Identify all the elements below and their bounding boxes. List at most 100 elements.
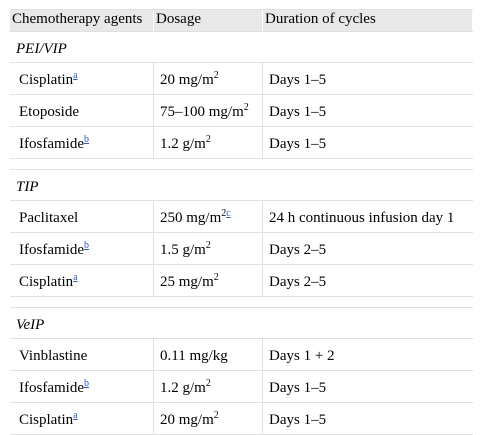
- group-name: PEI/VIP: [16, 41, 67, 57]
- agent-name: Cisplatin: [19, 412, 74, 428]
- group-header-row: PEI/VIP: [10, 32, 473, 63]
- dosage-value: 1.5 g/m: [160, 242, 206, 258]
- agent-cell: Ifosfamideb: [10, 233, 154, 264]
- dosage-cell: 1.5 g/m2: [154, 233, 263, 264]
- group-empty-cell: [154, 170, 263, 200]
- dosage-cell: 250 mg/m2c: [154, 201, 263, 232]
- dosage-cell: 20 mg/m2: [154, 63, 263, 94]
- dosage-cell: 1.2 g/m2: [154, 127, 263, 158]
- duration-cell: Days 1–5: [269, 72, 327, 88]
- dosage-value: 20 mg/m: [160, 412, 214, 428]
- dosage-value: 0.11 mg/kg: [160, 348, 228, 364]
- agent-footnote-link[interactable]: b: [83, 240, 89, 251]
- dosage-exponent: 2: [213, 70, 219, 81]
- group-empty-cell: [263, 308, 473, 338]
- agent-footnote-sup: b: [84, 240, 89, 251]
- spacer-cell: [10, 159, 154, 169]
- dosage-cell: 1.2 g/m2: [154, 371, 263, 402]
- agent-cell: Ifosfamideb: [10, 127, 154, 158]
- spacer-cell: [263, 159, 473, 169]
- dosage-value: 1.2 g/m: [160, 380, 206, 396]
- agent-name: Ifosfamide: [19, 136, 84, 152]
- duration-cell: Days 1–5: [269, 412, 327, 428]
- agent-footnote-sup: b: [84, 378, 89, 389]
- dosage-exponent: 2: [205, 134, 211, 145]
- group-empty-cell: [154, 32, 263, 62]
- table-row: Ifosfamideb 1.2 g/m2 Days 1–5: [10, 127, 473, 159]
- table-row: Cisplatina 25 mg/m2 Days 2–5: [10, 265, 473, 297]
- table-row: Cisplatina 20 mg/m2 Days 1–5: [10, 63, 473, 95]
- table-row: Ifosfamideb 1.2 g/m2 Days 1–5: [10, 371, 473, 403]
- agent-name: Ifosfamide: [19, 242, 84, 258]
- agent-footnote-link[interactable]: b: [83, 378, 89, 389]
- agent-footnote-link[interactable]: a: [73, 272, 78, 283]
- group-empty-cell: [154, 308, 263, 338]
- spacer-cell: [154, 297, 263, 307]
- dosage-exponent: 2: [243, 102, 249, 113]
- agent-footnote-sup: a: [73, 70, 77, 81]
- dosage-footnote-sup: c: [226, 208, 230, 219]
- group-header-row: TIP: [10, 170, 473, 201]
- spacer-cell: [154, 159, 263, 169]
- dosage-exponent: 2: [213, 272, 219, 283]
- dosage-exponent: 2: [205, 378, 211, 389]
- dosage-cell: 0.11 mg/kg: [154, 339, 263, 370]
- table-body: PEI/VIP Cisplatina 20 mg/m2 Days 1–5 Etoposi…: [10, 32, 473, 435]
- agent-cell: Cisplatina: [10, 403, 154, 434]
- agent-name: Paclitaxel: [19, 210, 79, 226]
- agent-cell: Paclitaxel: [10, 201, 154, 232]
- duration-cell: Days 2–5: [269, 274, 327, 290]
- table-row: Ifosfamideb 1.5 g/m2 Days 2–5: [10, 233, 473, 265]
- spacer-cell: [263, 297, 473, 307]
- dosage-exponent: 2: [205, 240, 211, 251]
- agent-name: Ifosfamide: [19, 380, 84, 396]
- dosage-cell: 25 mg/m2: [154, 265, 263, 296]
- dosage-value: 1.2 g/m: [160, 136, 206, 152]
- duration-cell: Days 1–5: [269, 136, 327, 152]
- table-header-row: Chemotherapy agents Dosage Duration of c…: [10, 9, 473, 32]
- dosage-cell: 20 mg/m2: [154, 403, 263, 434]
- agent-footnote-link[interactable]: a: [73, 70, 78, 81]
- duration-cell: Days 1–5: [269, 380, 327, 396]
- group-spacer-row: [10, 297, 473, 308]
- duration-cell: Days 1 + 2: [269, 348, 335, 364]
- spacer-cell: [10, 297, 154, 307]
- dosage-exponent: 2: [221, 208, 227, 219]
- header-agents: Chemotherapy agents: [10, 10, 154, 31]
- table-row: Etoposide 75–100 mg/m2 Days 1–5: [10, 95, 473, 127]
- chemotherapy-table: Chemotherapy agents Dosage Duration of c…: [10, 9, 473, 435]
- dosage-value: 20 mg/m: [160, 72, 214, 88]
- group-empty-cell: [263, 170, 473, 200]
- group-spacer-row: [10, 159, 473, 170]
- agent-footnote-sup: a: [73, 410, 77, 421]
- agent-cell: Cisplatina: [10, 265, 154, 296]
- dosage-value: 250 mg/m: [160, 210, 222, 226]
- agent-footnote-link[interactable]: a: [73, 410, 78, 421]
- agent-name: Cisplatin: [19, 274, 74, 290]
- duration-cell: Days 1–5: [269, 104, 327, 120]
- duration-cell: 24 h continuous infusion day 1: [269, 210, 455, 226]
- agent-footnote-sup: b: [84, 134, 89, 145]
- table-row: Cisplatina 20 mg/m2 Days 1–5: [10, 403, 473, 435]
- header-duration: Duration of cycles: [263, 10, 473, 31]
- dosage-footnote-link[interactable]: c: [226, 208, 231, 219]
- group-name: TIP: [16, 179, 39, 195]
- agent-footnote-link[interactable]: b: [83, 134, 89, 145]
- table-row: Vinblastine 0.11 mg/kg Days 1 + 2: [10, 339, 473, 371]
- header-dosage: Dosage: [154, 10, 263, 31]
- dosage-exponent: 2: [213, 410, 219, 421]
- agent-cell: Ifosfamideb: [10, 371, 154, 402]
- agent-cell: Vinblastine: [10, 339, 154, 370]
- dosage-cell: 75–100 mg/m2: [154, 95, 263, 126]
- group-empty-cell: [263, 32, 473, 62]
- agent-cell: Cisplatina: [10, 63, 154, 94]
- dosage-value: 75–100 mg/m: [160, 104, 244, 120]
- table-row: Paclitaxel 250 mg/m2c 24 h continuous infu…: [10, 201, 473, 233]
- agent-name: Vinblastine: [19, 348, 88, 364]
- agent-cell: Etoposide: [10, 95, 154, 126]
- group-header-row: VeIP: [10, 308, 473, 339]
- agent-name: Cisplatin: [19, 72, 74, 88]
- group-name: VeIP: [16, 317, 45, 333]
- agent-footnote-sup: a: [73, 272, 77, 283]
- duration-cell: Days 2–5: [269, 242, 327, 258]
